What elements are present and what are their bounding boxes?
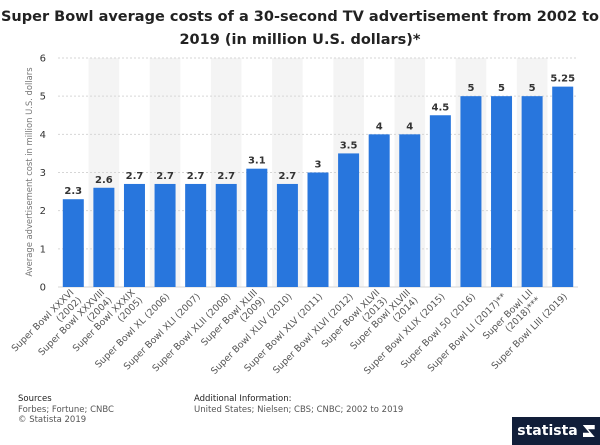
bar-value-label: 5	[529, 83, 536, 94]
bar[interactable]	[276, 183, 298, 287]
bar[interactable]	[338, 153, 360, 287]
bar[interactable]	[368, 134, 390, 287]
x-axis-labels: Super Bowl XXXVI(2002)Super Bowl XXXVIII…	[10, 287, 570, 377]
bar-value-label: 3.1	[248, 156, 266, 167]
bar-value-label: 2.6	[95, 175, 113, 186]
y-tick-label: 4	[40, 130, 46, 141]
y-tick-label: 1	[40, 244, 46, 255]
bar-value-label: 5.25	[550, 74, 575, 85]
sources-block: Sources Forbes; Fortune; CNBC © Statista…	[18, 394, 114, 426]
additional-info-text: United States; Nielsen; CBS; CNBC; 2002 …	[194, 404, 404, 415]
y-tick-label: 6	[40, 54, 46, 65]
y-tick-label: 3	[40, 168, 46, 179]
bar-value-label: 4.5	[431, 102, 449, 113]
y-tick-label: 5	[40, 92, 46, 103]
bar-value-label: 2.7	[187, 171, 205, 182]
bar[interactable]	[93, 187, 115, 287]
bar[interactable]	[491, 96, 513, 288]
bar-value-label: 2.7	[126, 171, 144, 182]
bar-value-label: 4	[376, 121, 383, 132]
statista-wordmark: statista	[517, 423, 578, 439]
chart-title: Super Bowl average costs of a 30-second …	[0, 9, 600, 48]
bar[interactable]	[429, 115, 451, 287]
y-axis-ticks: 0 1 2 3 4 5 6	[40, 54, 46, 294]
additional-info-heading: Additional Information:	[194, 394, 292, 404]
bar-value-label: 2.7	[279, 171, 297, 182]
bar[interactable]	[399, 134, 421, 287]
bar[interactable]	[460, 96, 482, 288]
bar-value-label: 5	[467, 83, 474, 94]
copyright-text: © Statista 2019	[18, 415, 87, 425]
sources-text: Forbes; Fortune; CNBC	[18, 404, 114, 415]
bar[interactable]	[307, 172, 329, 288]
additional-info-block: Additional Information: United States; N…	[194, 394, 403, 415]
bar[interactable]	[123, 183, 145, 287]
bar-value-labels: 2.3 2.6 2.7 2.7 2.7 2.7 3.1 2.7 3 3.5 4 4 4.5 5 5 5 5.25	[64, 74, 575, 198]
y-tick-label: 0	[40, 283, 46, 294]
bar[interactable]	[552, 86, 574, 287]
sources-heading: Sources	[18, 394, 52, 404]
bar[interactable]	[62, 199, 84, 287]
bar-value-label: 2.7	[217, 171, 235, 182]
bar[interactable]	[215, 183, 237, 287]
bar[interactable]	[246, 168, 268, 287]
bars	[62, 86, 574, 288]
bar-value-label: 5	[498, 83, 505, 94]
bar-value-label: 2.7	[156, 171, 174, 182]
bar-value-label: 3	[315, 160, 322, 171]
bar[interactable]	[154, 183, 176, 287]
bar-value-label: 3.5	[340, 140, 358, 151]
bar-value-label: 4	[406, 121, 413, 132]
y-tick-label: 2	[40, 206, 46, 217]
y-axis-title: Average advertisement cost in million U.…	[24, 67, 34, 276]
statista-logo-icon	[582, 425, 595, 437]
bar[interactable]	[521, 96, 543, 288]
bar-value-label: 2.3	[64, 186, 82, 197]
bar[interactable]	[185, 183, 207, 287]
statista-logo[interactable]: statista	[512, 417, 600, 445]
